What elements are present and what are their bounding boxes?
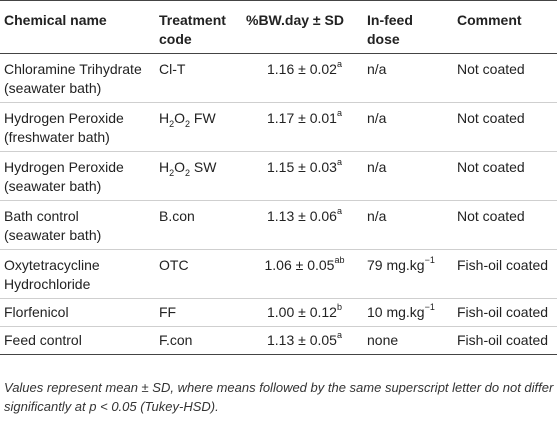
table-row: Hydrogen Peroxide (seawater bath) H2O2 S… <box>0 151 557 201</box>
bw-value-cell: 1.13 ± 0.06a <box>242 200 363 250</box>
dose-cell: 10 mg.kg−1 <box>363 298 453 327</box>
table-row: Feed control F.con 1.13 ± 0.05a none Fis… <box>0 326 557 355</box>
chemical-name-cell: Oxytetracycline Hydrochloride <box>0 249 155 299</box>
table-footnote: Values represent mean ± SD, where means … <box>4 380 554 414</box>
comment-cell: Fish-oil coated <box>453 249 557 299</box>
treatment-code-cell: H2O2 FW <box>155 102 242 152</box>
comment-cell: Not coated <box>453 102 557 152</box>
header-row: Chemical name Treatment code %BW.day ± S… <box>0 0 557 54</box>
treatment-code-cell: F.con <box>155 326 242 355</box>
table-row: Bath control (seawater bath) B.con 1.13 … <box>0 200 557 250</box>
dose-cell: n/a <box>363 102 453 152</box>
table-row: Chloramine Trihydrate (seawater bath) Cl… <box>0 53 557 103</box>
bw-value-cell: 1.06 ± 0.05ab <box>242 249 363 299</box>
dose-cell: n/a <box>363 53 453 103</box>
bw-value-cell: 1.15 ± 0.03a <box>242 151 363 201</box>
significance-letter: ab <box>334 255 345 266</box>
dose-cell: none <box>363 326 453 355</box>
significance-letter: a <box>336 206 342 217</box>
treatment-code-cell: OTC <box>155 249 242 299</box>
dose-cell: 79 mg.kg−1 <box>363 249 453 299</box>
significance-letter: a <box>336 157 342 168</box>
table-row: Florfenicol FF 1.00 ± 0.12b 10 mg.kg−1 F… <box>0 298 557 327</box>
significance-letter: a <box>336 108 342 119</box>
dose-cell: n/a <box>363 151 453 201</box>
comment-cell: Fish-oil coated <box>453 326 557 355</box>
chemical-name-cell: Chloramine Trihydrate (seawater bath) <box>0 53 155 103</box>
chemical-name-cell: Hydrogen Peroxide (freshwater bath) <box>0 102 155 152</box>
header-comment: Comment <box>453 0 557 54</box>
comment-cell: Fish-oil coated <box>453 298 557 327</box>
bw-value-cell: 1.00 ± 0.12b <box>242 298 363 327</box>
significance-letter: a <box>336 59 342 70</box>
header-bw-day: %BW.day ± SD <box>242 0 363 54</box>
table-row: Oxytetracycline Hydrochloride OTC 1.06 ±… <box>0 249 557 299</box>
significance-letter: a <box>336 330 342 341</box>
chemical-name-cell: Feed control <box>0 326 155 355</box>
treatment-code-cell: Cl-T <box>155 53 242 103</box>
header-chemical-name: Chemical name <box>0 0 155 54</box>
chemical-name-cell: Florfenicol <box>0 298 155 327</box>
results-table: Chemical name Treatment code %BW.day ± S… <box>0 0 557 355</box>
significance-letter: b <box>336 302 342 313</box>
header-treatment-code: Treatment code <box>155 0 242 54</box>
comment-cell: Not coated <box>453 151 557 201</box>
treatment-code-cell: H2O2 SW <box>155 151 242 201</box>
table-row: Hydrogen Peroxide (freshwater bath) H2O2… <box>0 102 557 152</box>
header-in-feed-dose: In-feed dose <box>363 0 453 54</box>
bw-value-cell: 1.16 ± 0.02a <box>242 53 363 103</box>
treatment-code-cell: B.con <box>155 200 242 250</box>
dose-cell: n/a <box>363 200 453 250</box>
chemical-name-cell: Bath control (seawater bath) <box>0 200 155 250</box>
bw-value-cell: 1.17 ± 0.01a <box>242 102 363 152</box>
comment-cell: Not coated <box>453 53 557 103</box>
treatment-code-cell: FF <box>155 298 242 327</box>
comment-cell: Not coated <box>453 200 557 250</box>
chemical-name-cell: Hydrogen Peroxide (seawater bath) <box>0 151 155 201</box>
bw-value-cell: 1.13 ± 0.05a <box>242 326 363 355</box>
